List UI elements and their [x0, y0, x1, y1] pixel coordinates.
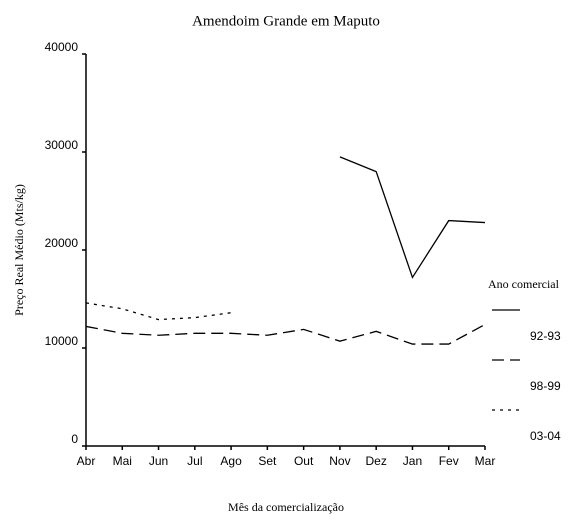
x-tick-label: Jul — [187, 454, 202, 468]
x-tick-label: Dez — [366, 454, 387, 468]
y-tick-label: 0 — [71, 432, 78, 446]
x-tick-label: Jun — [149, 454, 168, 468]
x-tick-label: Set — [258, 454, 277, 468]
x-tick-label: Out — [294, 454, 314, 468]
line-series — [339, 156, 486, 279]
x-tick-label: Jan — [403, 454, 422, 468]
x-tick-label: Fev — [439, 454, 459, 468]
x-axis-label: Mês da comercialização — [228, 500, 344, 514]
y-tick-label: 40000 — [45, 40, 79, 54]
line-series — [85, 302, 232, 321]
x-tick-label: Nov — [329, 454, 350, 468]
legend-title: Ano comercial — [488, 277, 560, 291]
x-tick-label: Ago — [220, 454, 242, 468]
y-tick-label: 30000 — [45, 138, 79, 152]
chart-title: Amendoim Grande em Maputo — [192, 13, 380, 29]
y-axis-label: Preço Real Médio (Mts/kg) — [12, 184, 26, 316]
line-series — [85, 323, 486, 345]
x-tick-label: Mai — [113, 454, 132, 468]
x-tick-label: Abr — [77, 454, 96, 468]
y-tick-label: 10000 — [45, 334, 79, 348]
legend-label: 98-99 — [530, 379, 561, 393]
y-tick-label: 20000 — [45, 236, 79, 250]
legend-label: 92-93 — [530, 329, 561, 343]
x-tick-label: Mar — [475, 454, 496, 468]
legend-label: 03-04 — [530, 429, 561, 443]
